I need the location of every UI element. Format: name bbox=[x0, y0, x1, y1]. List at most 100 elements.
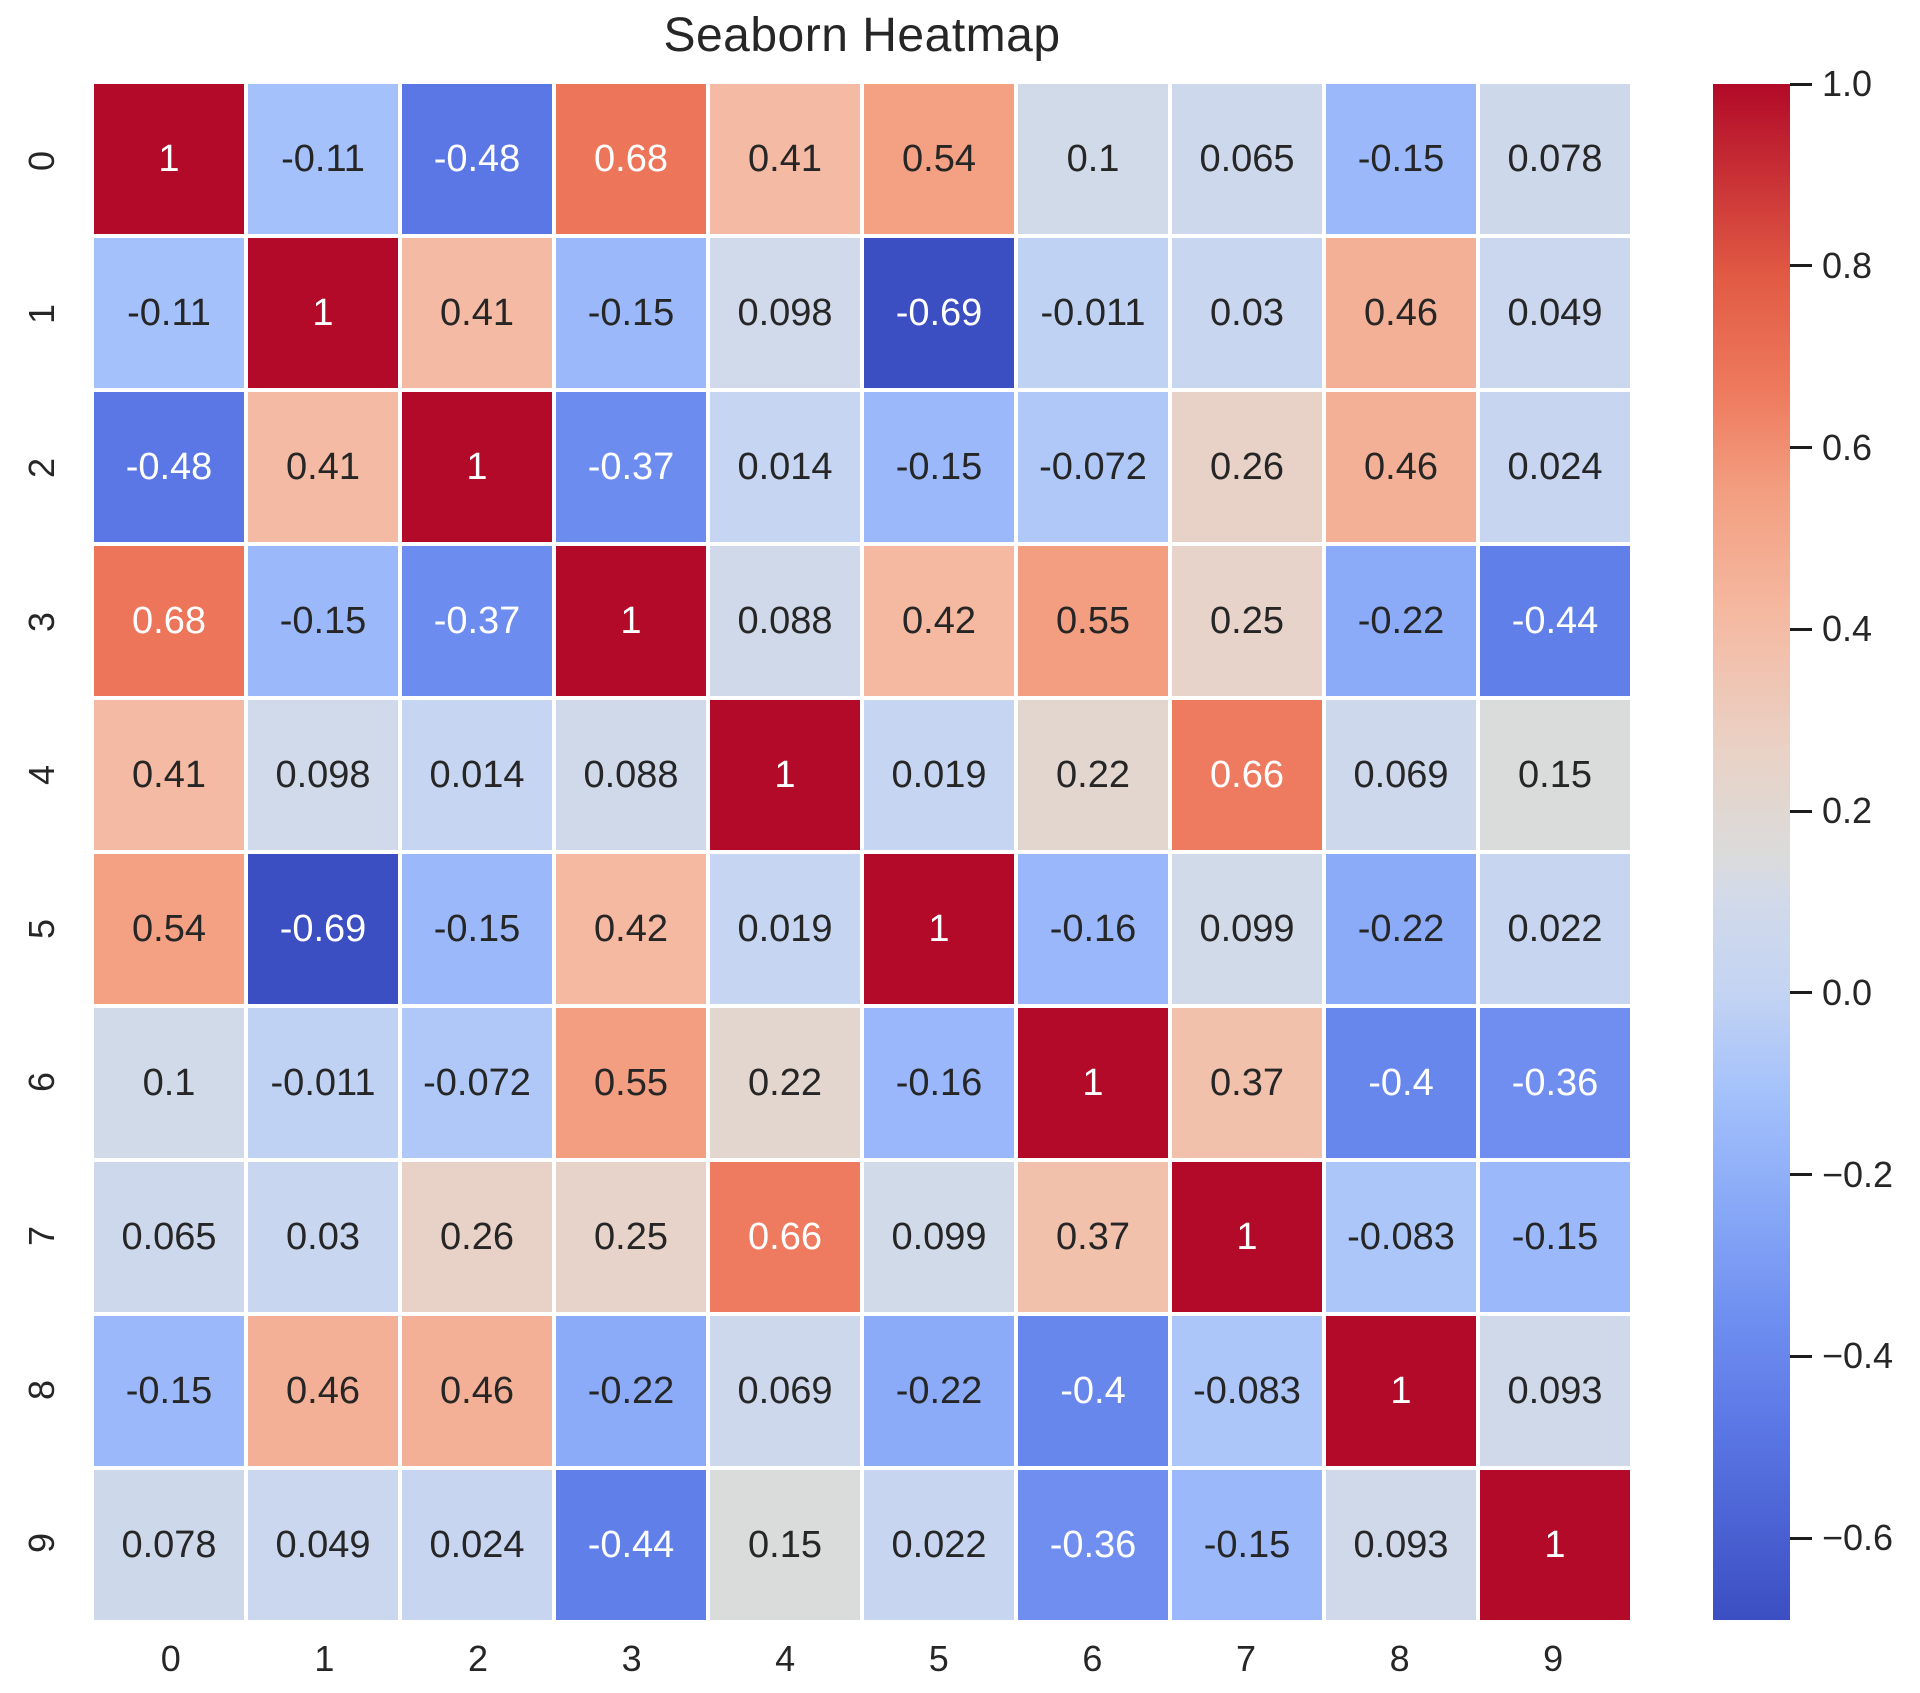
colorbar-tick-mark-5 bbox=[1790, 991, 1812, 995]
heatmap-grid: 1 -0.11 -0.48 0.68 0.41 0.54 0.1 0.065 -0.15 0.07… bbox=[94, 84, 1630, 1620]
x-tick-label-1: 1 bbox=[314, 1638, 335, 1679]
heatmap-cell-r5c2: -0.15 bbox=[402, 854, 552, 1004]
heatmap-cell-r1c4: 0.098 bbox=[710, 238, 860, 388]
heatmap-cell-r4c0: 0.41 bbox=[94, 700, 244, 850]
y-tick-label-4: 4 bbox=[21, 765, 62, 786]
y-tick-label-8: 8 bbox=[21, 1379, 62, 1400]
heatmap-cell-r5c3: 0.42 bbox=[556, 854, 706, 1004]
y-tick-label-1: 1 bbox=[21, 304, 62, 325]
heatmap-cell-r6c6: 1 bbox=[1018, 1008, 1168, 1158]
heatmap-cell-r1c1: 1 bbox=[248, 238, 398, 388]
heatmap-cell-r9c6: -0.36 bbox=[1018, 1470, 1168, 1620]
y-tick-label-7: 7 bbox=[21, 1225, 62, 1246]
heatmap-cell-r9c2: 0.024 bbox=[402, 1470, 552, 1620]
heatmap-cell-r4c6: 0.22 bbox=[1018, 700, 1168, 850]
heatmap-cell-r9c0: 0.078 bbox=[94, 1470, 244, 1620]
y-axis-tick-labels: 0 1 2 3 4 5 6 7 8 9 bbox=[8, 84, 76, 1620]
heatmap-cell-r6c7: 0.37 bbox=[1172, 1008, 1322, 1158]
heatmap-cell-r4c2: 0.014 bbox=[402, 700, 552, 850]
heatmap-cell-r6c4: 0.22 bbox=[710, 1008, 860, 1158]
heatmap-cell-r9c1: 0.049 bbox=[248, 1470, 398, 1620]
x-tick-label-4: 4 bbox=[775, 1638, 796, 1679]
heatmap-cell-r4c5: 0.019 bbox=[864, 700, 1014, 850]
heatmap-cell-r7c9: -0.15 bbox=[1480, 1162, 1630, 1312]
heatmap-cell-r7c1: 0.03 bbox=[248, 1162, 398, 1312]
heatmap-cell-r8c1: 0.46 bbox=[248, 1316, 398, 1466]
x-tick-label-0: 0 bbox=[160, 1638, 181, 1679]
heatmap-cell-r0c0: 1 bbox=[94, 84, 244, 234]
colorbar bbox=[1713, 84, 1790, 1620]
heatmap-cell-r2c9: 0.024 bbox=[1480, 392, 1630, 542]
heatmap-cell-r3c7: 0.25 bbox=[1172, 546, 1322, 696]
colorbar-tick-mark-4 bbox=[1790, 809, 1812, 813]
heatmap-cell-r2c3: -0.37 bbox=[556, 392, 706, 542]
heatmap-cell-r8c5: -0.22 bbox=[864, 1316, 1014, 1466]
heatmap-cell-r2c2: 1 bbox=[402, 392, 552, 542]
colorbar-tick-mark-3 bbox=[1790, 627, 1812, 631]
colorbar-tick-mark-8 bbox=[1790, 1536, 1812, 1540]
heatmap-cell-r0c2: -0.48 bbox=[402, 84, 552, 234]
heatmap-cell-r2c6: -0.072 bbox=[1018, 392, 1168, 542]
heatmap-cell-r1c5: -0.69 bbox=[864, 238, 1014, 388]
x-axis-tick-labels: 0 1 2 3 4 5 6 7 8 9 bbox=[94, 1630, 1630, 1682]
heatmap-cell-r6c3: 0.55 bbox=[556, 1008, 706, 1158]
heatmap-cell-r1c6: -0.011 bbox=[1018, 238, 1168, 388]
heatmap-cell-r6c8: -0.4 bbox=[1326, 1008, 1476, 1158]
colorbar-tick-label-6: −0.2 bbox=[1822, 1153, 1894, 1195]
heatmap-cell-r6c1: -0.011 bbox=[248, 1008, 398, 1158]
heatmap-cell-r3c4: 0.088 bbox=[710, 546, 860, 696]
heatmap-cell-r4c4: 1 bbox=[710, 700, 860, 850]
heatmap-cell-r0c6: 0.1 bbox=[1018, 84, 1168, 234]
colorbar-tick-label-1: 0.8 bbox=[1822, 244, 1873, 286]
heatmap-cell-r8c8: 1 bbox=[1326, 1316, 1476, 1466]
colorbar-tick-label-4: 0.2 bbox=[1822, 790, 1873, 832]
heatmap-cell-r8c9: 0.093 bbox=[1480, 1316, 1630, 1466]
heatmap-cell-r7c2: 0.26 bbox=[402, 1162, 552, 1312]
heatmap-cell-r8c4: 0.069 bbox=[710, 1316, 860, 1466]
heatmap-cell-r3c2: -0.37 bbox=[402, 546, 552, 696]
heatmap-cell-r2c1: 0.41 bbox=[248, 392, 398, 542]
heatmap-cell-r0c1: -0.11 bbox=[248, 84, 398, 234]
heatmap-cell-r2c8: 0.46 bbox=[1326, 392, 1476, 542]
heatmap-cell-r9c3: -0.44 bbox=[556, 1470, 706, 1620]
heatmap-cell-r3c1: -0.15 bbox=[248, 546, 398, 696]
heatmap-cell-r1c0: -0.11 bbox=[94, 238, 244, 388]
heatmap-cell-r3c6: 0.55 bbox=[1018, 546, 1168, 696]
colorbar-tick-label-3: 0.4 bbox=[1822, 608, 1873, 650]
chart-title: Seaborn Heatmap bbox=[663, 9, 1061, 62]
heatmap-cell-r0c7: 0.065 bbox=[1172, 84, 1322, 234]
heatmap-cell-r4c9: 0.15 bbox=[1480, 700, 1630, 850]
heatmap-cell-r9c4: 0.15 bbox=[710, 1470, 860, 1620]
colorbar-tick-mark-7 bbox=[1790, 1354, 1812, 1358]
heatmap-cell-r6c9: -0.36 bbox=[1480, 1008, 1630, 1158]
colorbar-tick-mark-2 bbox=[1790, 446, 1812, 450]
heatmap-cell-r0c9: 0.078 bbox=[1480, 84, 1630, 234]
heatmap-cell-r8c3: -0.22 bbox=[556, 1316, 706, 1466]
heatmap-cell-r5c8: -0.22 bbox=[1326, 854, 1476, 1004]
heatmap-cell-r9c5: 0.022 bbox=[864, 1470, 1014, 1620]
y-tick-label-2: 2 bbox=[21, 457, 62, 478]
x-tick-label-8: 8 bbox=[1389, 1638, 1410, 1679]
heatmap-cell-r4c7: 0.66 bbox=[1172, 700, 1322, 850]
heatmap-cell-r5c6: -0.16 bbox=[1018, 854, 1168, 1004]
heatmap-cell-r0c5: 0.54 bbox=[864, 84, 1014, 234]
heatmap-cell-r5c9: 0.022 bbox=[1480, 854, 1630, 1004]
heatmap-cell-r8c0: -0.15 bbox=[94, 1316, 244, 1466]
x-tick-label-2: 2 bbox=[467, 1638, 488, 1679]
y-tick-label-0: 0 bbox=[21, 150, 62, 171]
heatmap-cell-r5c7: 0.099 bbox=[1172, 854, 1322, 1004]
heatmap-cell-r1c7: 0.03 bbox=[1172, 238, 1322, 388]
heatmap-cell-r5c0: 0.54 bbox=[94, 854, 244, 1004]
heatmap-cell-r7c8: -0.083 bbox=[1326, 1162, 1476, 1312]
heatmap-cell-r9c9: 1 bbox=[1480, 1470, 1630, 1620]
heatmap-cell-r7c6: 0.37 bbox=[1018, 1162, 1168, 1312]
colorbar-tick-label-5: 0.0 bbox=[1822, 971, 1873, 1013]
colorbar-tick-mark-6 bbox=[1790, 1173, 1812, 1177]
y-tick-label-6: 6 bbox=[21, 1072, 62, 1093]
heatmap-cell-r3c5: 0.42 bbox=[864, 546, 1014, 696]
y-tick-label-9: 9 bbox=[21, 1533, 62, 1554]
heatmap-cell-r4c1: 0.098 bbox=[248, 700, 398, 850]
heatmap-cell-r8c2: 0.46 bbox=[402, 1316, 552, 1466]
heatmap-cell-r7c5: 0.099 bbox=[864, 1162, 1014, 1312]
x-tick-label-9: 9 bbox=[1543, 1638, 1564, 1679]
